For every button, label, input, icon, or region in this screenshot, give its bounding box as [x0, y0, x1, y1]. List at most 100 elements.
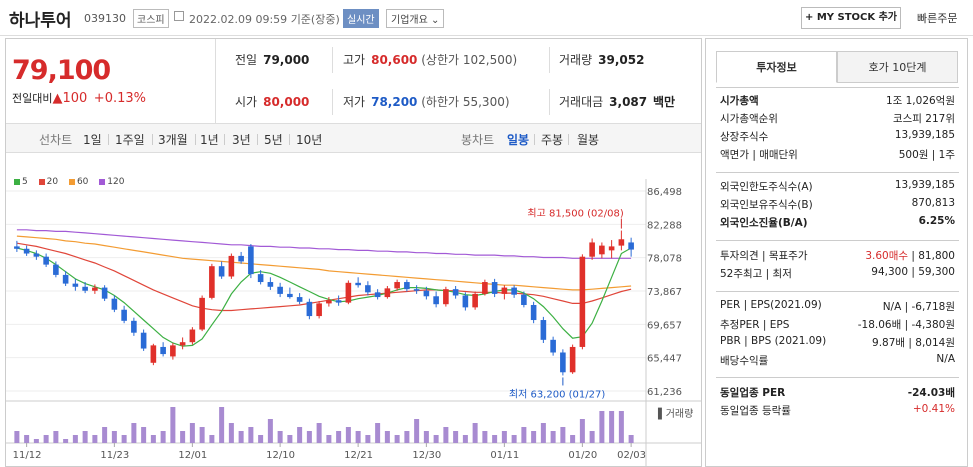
company-info-dropdown[interactable]: 기업개요 ⌄ [386, 9, 445, 28]
quote-chart-panel: 79,100 전일대비▲100 +0.13% 전일 79,000 고가 80,600… [5, 38, 702, 467]
y-tick-label: 82,288 [647, 220, 682, 231]
period-1y[interactable]: 1년 [200, 133, 219, 147]
chevron-down-icon: ⌄ [431, 15, 440, 26]
period-selector-bar: 선차트 1일 1주일 3개월 1년 3년 5년 10년 봉차트 일봉 주봉 월봉 [6, 123, 701, 153]
candle-body [306, 301, 313, 317]
row-opinion: 투자의견 | 목표주가 3.60매수 | 81,800 [720, 250, 955, 262]
volume-bar [589, 431, 595, 443]
period-1w[interactable]: 1주일 [115, 133, 145, 147]
candle-body [530, 304, 537, 321]
volume-bar [72, 435, 78, 443]
candle-body [43, 256, 49, 265]
open-price: 시가 80,000 [235, 95, 310, 109]
candle-body [170, 345, 176, 357]
ma120-line [16, 229, 632, 259]
candle-body [618, 239, 625, 246]
candle-body [111, 298, 118, 310]
volume-bar [423, 431, 429, 443]
volume-bar [102, 427, 108, 443]
volume-bar [501, 431, 507, 443]
volume-bar [433, 435, 439, 443]
candle-body [608, 246, 615, 251]
candle-body [189, 329, 196, 343]
candle-body [443, 289, 449, 305]
candle-body [560, 352, 566, 373]
row-per: PER | EPS(2021.09) N/A | -6,718원 [720, 299, 955, 313]
volume-bar [394, 435, 400, 443]
row-shares: 상장주식수 13,939,185 [720, 129, 955, 143]
candle-monthly[interactable]: 월봉 [577, 133, 600, 147]
row-foreign-hold: 외국인보유주식수(B) 870,813 [720, 197, 955, 211]
candle-body [472, 293, 478, 308]
row-face-value: 액면가 | 매매단위 500원 | 1주 [720, 149, 955, 161]
x-tick-label: 12/30 [412, 450, 441, 461]
tab-invest-info[interactable]: 투자정보 [716, 51, 837, 83]
candle-body [287, 293, 293, 298]
volume: 거래량 39,052 [559, 53, 645, 67]
candle-body [599, 245, 605, 255]
candle-daily[interactable]: 일봉 [507, 133, 530, 147]
period-3y[interactable]: 3년 [232, 133, 251, 147]
period-3m[interactable]: 3개월 [158, 133, 188, 147]
prev-close: 전일 79,000 [235, 53, 310, 67]
max-price-annotation: 최고 81,500 (02/08) [527, 208, 623, 220]
volume-bar [189, 423, 195, 443]
candle-body [394, 282, 400, 289]
volume-bar [111, 431, 117, 443]
candle-body [238, 255, 244, 262]
row-market-cap: 시가총액 1조 1,026억원 [720, 95, 955, 107]
volume-bar [453, 431, 459, 443]
volume-bar [297, 427, 303, 443]
period-1d[interactable]: 1일 [83, 133, 102, 147]
investment-info-panel: 투자정보 호가 10단계 시가총액 1조 1,026억원 시가총액순위 코스피 21… [705, 38, 968, 467]
volume-bar [560, 427, 566, 443]
candle-body [101, 287, 108, 299]
x-tick-label: 12/01 [178, 450, 207, 461]
add-my-stock-button[interactable]: + MY STOCK 추가 [801, 7, 901, 29]
stock-code: 039130 [84, 12, 126, 25]
volume-bar [121, 435, 127, 443]
volume-bar [521, 427, 527, 443]
volume-bar [336, 431, 342, 443]
tab-order-book[interactable]: 호가 10단계 [837, 51, 958, 83]
ma-legend: 5 20 60 120 [14, 177, 132, 187]
volume-bar [219, 407, 225, 443]
volume-bar [180, 431, 186, 443]
candle-body [433, 296, 439, 305]
volume-bar [209, 435, 215, 443]
y-tick-label: 86,498 [647, 187, 682, 198]
candle-body [140, 332, 147, 349]
volume-bar [365, 435, 371, 443]
volume-bar [316, 423, 322, 443]
candle-body [296, 297, 303, 302]
row-est-per: 추정PER | EPS -18.06배 | -4,380원 [720, 319, 955, 331]
candle-body [267, 282, 274, 287]
realtime-button[interactable]: 실시간 [343, 9, 379, 28]
y-tick-label: 65,447 [647, 354, 682, 365]
row-foreign-limit: 외국인한도주식수(A) 13,939,185 [720, 179, 955, 193]
period-10y[interactable]: 10년 [296, 133, 323, 147]
legend-ma20: 20 [38, 177, 58, 187]
y-tick-label: 78,078 [647, 254, 682, 265]
candle-body [491, 282, 498, 294]
price-chart[interactable]: 86,498 82,288 78,078 73,867 69,657 65,447 61,2… [6, 39, 701, 466]
volume-bar [492, 435, 498, 443]
x-tick-label: 01/11 [490, 450, 519, 461]
candle-body [121, 309, 127, 321]
candle-body [228, 255, 235, 277]
candle-body [179, 342, 186, 346]
quick-order-link[interactable]: 빠른주문 [917, 12, 958, 25]
high-price: 고가 80,600 (상한가 102,500) [343, 53, 518, 67]
candle-body [257, 274, 264, 283]
candle-body [501, 287, 508, 294]
candle-body [355, 282, 361, 286]
quote-datetime: 2022.02.09 09:59 기준(장중) [189, 13, 340, 26]
period-5y[interactable]: 5년 [264, 133, 283, 147]
candle-body [521, 294, 527, 305]
volume-bar [462, 435, 468, 443]
volume-bar [43, 435, 49, 443]
volume-bar [550, 431, 556, 443]
candle-weekly[interactable]: 주봉 [541, 133, 564, 147]
candle-body [160, 346, 166, 355]
volume-bar [82, 431, 88, 443]
